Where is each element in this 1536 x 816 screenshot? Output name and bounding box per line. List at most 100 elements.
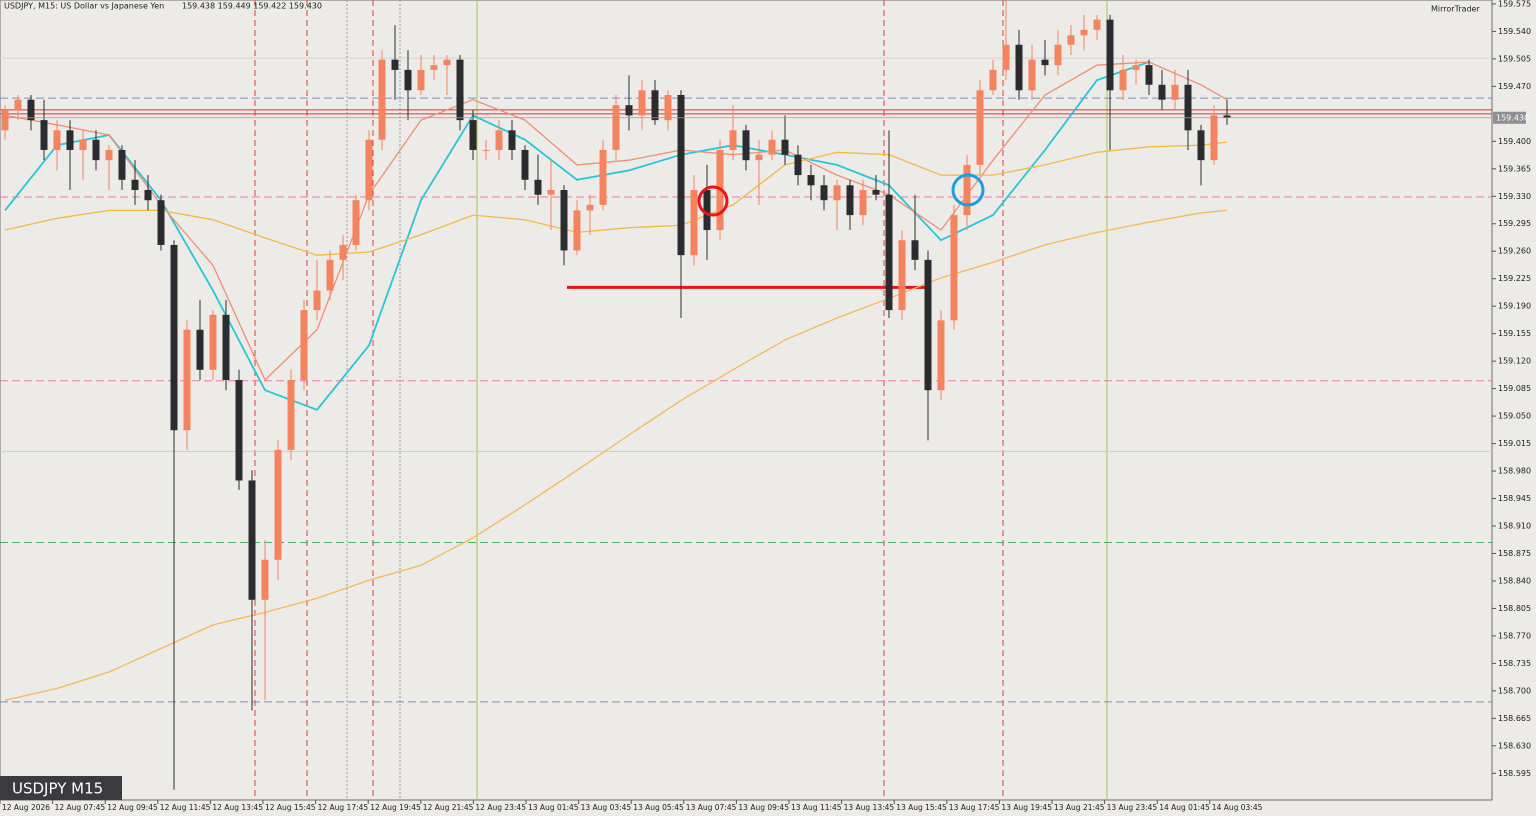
candle-body <box>690 189 698 256</box>
candle-body <box>131 179 139 190</box>
candle-body <box>1119 69 1127 91</box>
y-tick-label: 158.630 <box>1498 741 1531 750</box>
candle-body <box>1015 44 1023 91</box>
candle-body <box>651 90 659 121</box>
candle-body <box>560 189 568 251</box>
levels <box>0 57 1492 703</box>
x-tick-label: 13 Aug 23:45 <box>1107 803 1158 812</box>
candle-body <box>1106 19 1114 91</box>
candle-body <box>40 120 48 150</box>
y-tick-label: 158.875 <box>1498 549 1531 558</box>
candle-body <box>703 189 711 231</box>
moving-average <box>4 61 1228 382</box>
plot-area <box>0 0 1493 801</box>
candle-body <box>469 120 477 150</box>
candle-body <box>1145 65 1153 85</box>
candle-body <box>963 164 971 216</box>
candle-body <box>534 179 542 195</box>
candle-body <box>677 94 685 256</box>
candle-body <box>248 480 256 600</box>
candle-body <box>612 105 620 150</box>
candle-body <box>1002 44 1010 70</box>
x-tick-label: 13 Aug 07:45 <box>686 803 737 812</box>
candle-body <box>950 215 958 321</box>
moving-average <box>4 141 1228 256</box>
candle-body <box>118 149 126 180</box>
candle-body <box>14 99 22 110</box>
y-tick-label: 158.980 <box>1498 467 1531 476</box>
candle-body <box>885 194 893 311</box>
candle-body <box>482 149 490 151</box>
y-tick-label: 158.910 <box>1498 522 1531 531</box>
y-tick-label: 159.155 <box>1498 329 1531 338</box>
x-tick-label: 13 Aug 05:45 <box>633 803 684 812</box>
candle-body <box>521 149 529 180</box>
y-tick-label: 159.190 <box>1498 302 1531 311</box>
x-tick-label: 13 Aug 03:45 <box>581 803 632 812</box>
x-tick-label: 13 Aug 11:45 <box>791 803 842 812</box>
y-tick-label: 159.575 <box>1498 0 1531 8</box>
candle-body <box>625 105 633 116</box>
x-tick-label: 13 Aug 19:45 <box>1001 803 1052 812</box>
x-tick-label: 12 Aug 23:45 <box>475 803 526 812</box>
x-tick-label: 13 Aug 17:45 <box>949 803 1000 812</box>
y-tick-label: 158.805 <box>1498 604 1531 613</box>
x-tick-label: 13 Aug 09:45 <box>738 803 789 812</box>
candle-body <box>1067 35 1075 45</box>
candle-body <box>924 259 932 391</box>
x-tick-label: 12 Aug 11:45 <box>160 803 211 812</box>
price-label: 159.430 <box>1496 113 1529 122</box>
candle-body <box>79 139 87 150</box>
y-tick-label: 158.945 <box>1498 494 1531 503</box>
candle-body <box>196 329 204 370</box>
candle-body <box>1184 84 1192 131</box>
candle-body <box>1223 115 1231 118</box>
candle-body <box>417 69 425 91</box>
candle-body <box>300 310 308 380</box>
candle-body <box>339 244 347 260</box>
candle-body <box>911 240 919 260</box>
y-tick-label: 159.505 <box>1498 54 1531 63</box>
candle-body <box>989 69 997 91</box>
candle-body <box>508 130 516 150</box>
candle-body <box>1132 65 1140 70</box>
x-tick-label: 13 Aug 01:45 <box>528 803 579 812</box>
candle-body <box>872 189 880 195</box>
candle-body <box>365 139 373 201</box>
annotation-circle <box>697 185 729 217</box>
candle-body <box>378 59 386 140</box>
y-tick-label: 158.595 <box>1498 769 1531 778</box>
symbol-badge <box>0 776 122 800</box>
moving-average <box>4 61 1150 411</box>
candle-body <box>1158 84 1166 100</box>
symbol-watermark: USDJPY M15 <box>12 780 103 798</box>
x-tick-label: 12 Aug 19:45 <box>370 803 421 812</box>
candle-body <box>781 139 789 155</box>
indicators <box>4 61 1228 701</box>
candle-body <box>66 130 74 150</box>
x-tick-label: 12 Aug 15:45 <box>265 803 316 812</box>
x-tick-label: 13 Aug 21:45 <box>1054 803 1105 812</box>
x-tick-label: 13 Aug 13:45 <box>844 803 895 812</box>
ohlc-info: 159.438 159.449 159.422 159.430 <box>182 2 322 11</box>
y-tick-label: 159.295 <box>1498 219 1531 228</box>
candles <box>1 0 1231 790</box>
y-tick-label: 158.700 <box>1498 686 1531 695</box>
candle-body <box>352 200 360 245</box>
price-badge <box>1493 111 1526 124</box>
chart-title: USDJPY, M15: US Dollar vs Japanese Yen <box>4 2 164 11</box>
x-tick-label: 12 Aug 13:45 <box>212 803 263 812</box>
y-tick-label: 159.400 <box>1498 137 1531 146</box>
candle-body <box>820 185 828 201</box>
candle-body <box>937 320 945 391</box>
candle-body <box>144 189 152 201</box>
y-tick-label: 159.330 <box>1498 192 1531 201</box>
candle-body <box>846 185 854 216</box>
candle-body <box>1171 84 1179 100</box>
candle-body <box>27 99 35 121</box>
candle-body <box>183 329 191 431</box>
y-tick-label: 159.050 <box>1498 412 1531 421</box>
x-tick-label: 12 Aug 2026 <box>2 803 50 812</box>
candle-body <box>1080 29 1088 36</box>
